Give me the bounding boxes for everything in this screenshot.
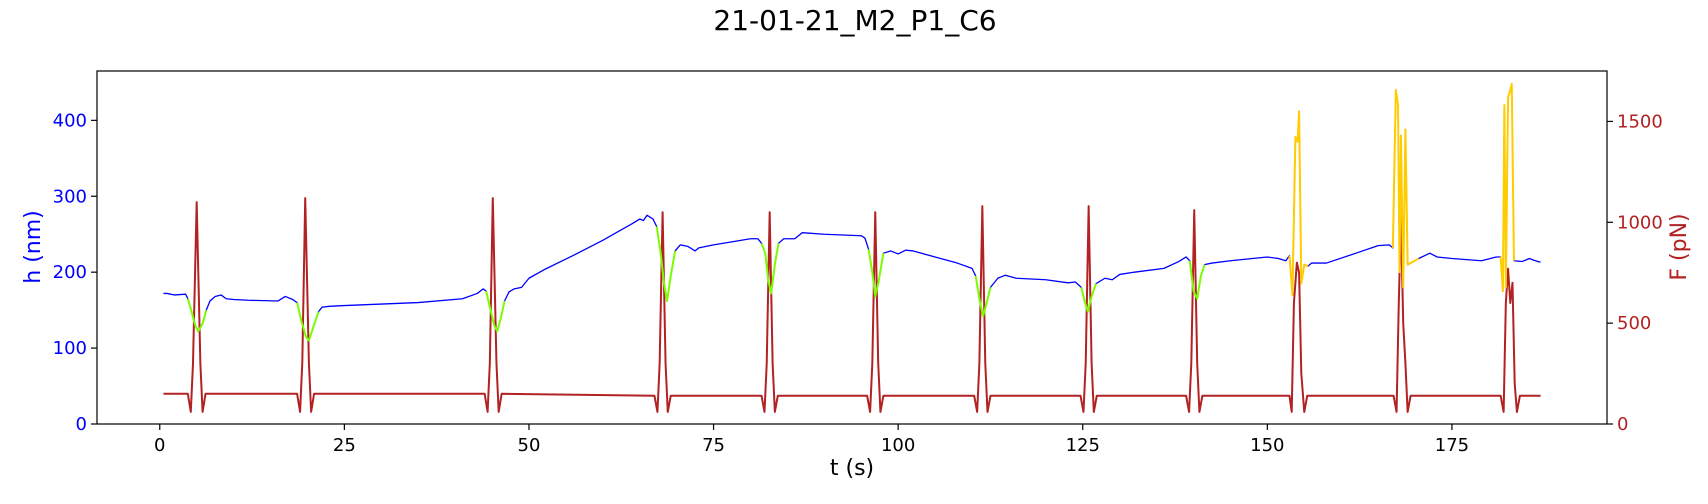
chart-title: 21-01-21_M2_P1_C6 [713,4,996,37]
y-axis-left-label: h (nm) [21,210,46,283]
y-right-tick-label: 1500 [1617,111,1663,132]
height-spike-segment [1288,110,1309,296]
y-left-tick-label: 200 [53,262,87,283]
height-indent-segment [1080,283,1097,313]
x-axis-label: t (s) [830,456,874,481]
x-tick-label: 25 [333,435,356,456]
x-tick-label: 150 [1250,435,1284,456]
height-indent-segment [655,226,677,303]
x-tick-label: 175 [1435,435,1469,456]
plot-frame [96,70,1608,425]
height-indent-segment [867,249,885,298]
y-right-tick-label: 0 [1617,414,1628,435]
x-tick-label: 100 [881,435,915,456]
height-indent-segment [186,298,208,333]
force-series-line [163,197,1541,413]
height-indent-segment [760,242,780,295]
y-right-tick-label: 1000 [1617,212,1663,233]
x-tick-label: 50 [518,435,541,456]
y-left-tick-label: 400 [53,110,87,131]
height-indent-segment [485,290,506,333]
plot-layer [163,82,1541,413]
axis-layer: 0 25 50 75 100 125 150 175 0 100 200 300 400 0 500 1000… [53,110,1663,456]
height-spike-segment [1499,82,1515,293]
x-tick-label: 125 [1066,435,1100,456]
y-left-tick-label: 100 [53,338,87,359]
height-indent-segment [296,302,320,342]
height-indent-segment [1188,260,1206,300]
y-right-tick-label: 500 [1617,313,1651,334]
x-tick-label: 75 [702,435,725,456]
y-left-tick-label: 0 [76,414,87,435]
height-spike-segment [1391,88,1420,289]
y-axis-right-label: F (pN) [1667,213,1692,280]
y-left-tick-label: 300 [53,186,87,207]
x-tick-label: 0 [154,435,165,456]
height-indent-segment [974,275,992,318]
